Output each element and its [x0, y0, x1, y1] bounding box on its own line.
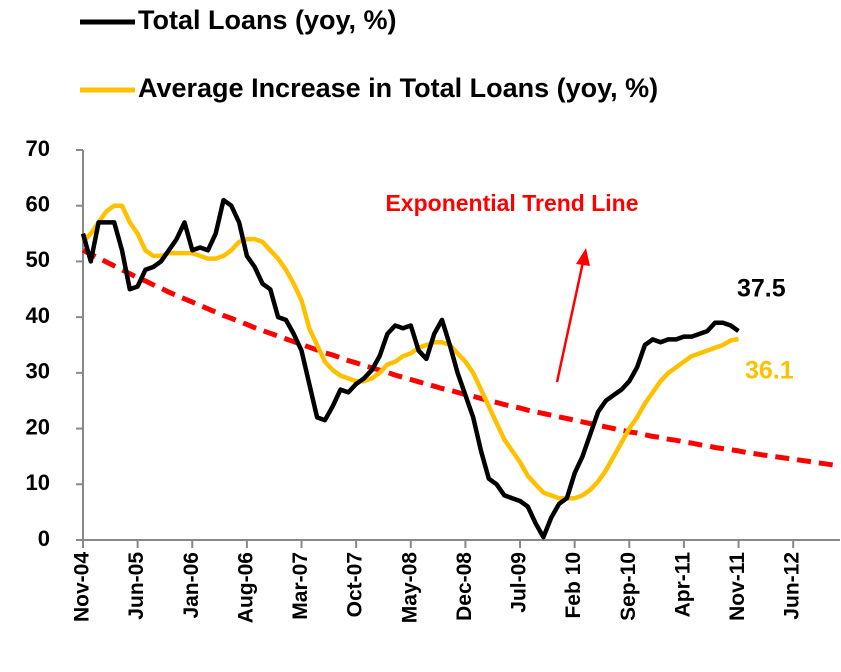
series-line: [81, 203, 739, 501]
x-tick-label: Sep-10: [617, 552, 640, 621]
x-tick-label: Nov-11: [726, 552, 749, 621]
x-tick-label: May-08: [398, 552, 421, 624]
x-tick-label: Apr-11: [671, 552, 694, 618]
trend-annotation: Exponential Trend Line: [385, 190, 638, 216]
x-tick-label: Jun-05: [125, 552, 148, 620]
x-tick-label: Aug-06: [234, 552, 257, 623]
y-tick-label: 30: [26, 359, 50, 384]
y-tick-label: 40: [26, 303, 50, 328]
x-tick-label: Nov-04: [71, 552, 94, 622]
trend-line: [81, 248, 841, 469]
x-tick-label: Oct-07: [344, 552, 367, 617]
y-tick-label: 10: [26, 470, 50, 495]
y-tick-label: 0: [38, 526, 50, 551]
legend-label: Average Increase in Total Loans (yoy, %): [138, 73, 658, 103]
series-line: [80, 197, 740, 540]
data-label: 36.1: [745, 357, 794, 385]
x-tick-label: Mar-07: [289, 552, 312, 620]
y-tick-label: 70: [26, 136, 50, 161]
x-tick-label: Jan-06: [180, 552, 203, 619]
y-tick-label: 20: [26, 414, 50, 439]
y-tick-label: 60: [26, 192, 50, 217]
y-tick-label: 50: [26, 247, 50, 272]
annotation-arrowhead: [576, 248, 590, 266]
x-tick-label: Jul-09: [508, 552, 531, 613]
data-label: 37.5: [737, 275, 786, 303]
annotation-arrow: [555, 261, 585, 383]
legend-label: Total Loans (yoy, %): [138, 5, 397, 35]
x-tick-label: Jun-12: [781, 552, 804, 620]
x-tick-label: Dec-08: [453, 552, 476, 621]
x-tick-label: Feb 10: [562, 552, 585, 619]
